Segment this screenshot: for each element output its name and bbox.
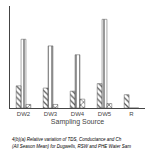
svg-text:R: R — [129, 111, 134, 117]
svg-text:Sampling Source: Sampling Source — [51, 118, 104, 126]
svg-text:4(b)(a) Relative variation of: 4(b)(a) Relative variation of TDS, Condu… — [12, 137, 122, 142]
svg-text:(All Season Mean) for Dugwells: (All Season Mean) for Dugwells, RSW and … — [12, 144, 131, 149]
svg-text:DW5: DW5 — [98, 111, 112, 117]
svg-text:DW4: DW4 — [71, 111, 85, 117]
svg-text:DW2: DW2 — [17, 111, 31, 117]
svg-text:DW3: DW3 — [44, 111, 58, 117]
